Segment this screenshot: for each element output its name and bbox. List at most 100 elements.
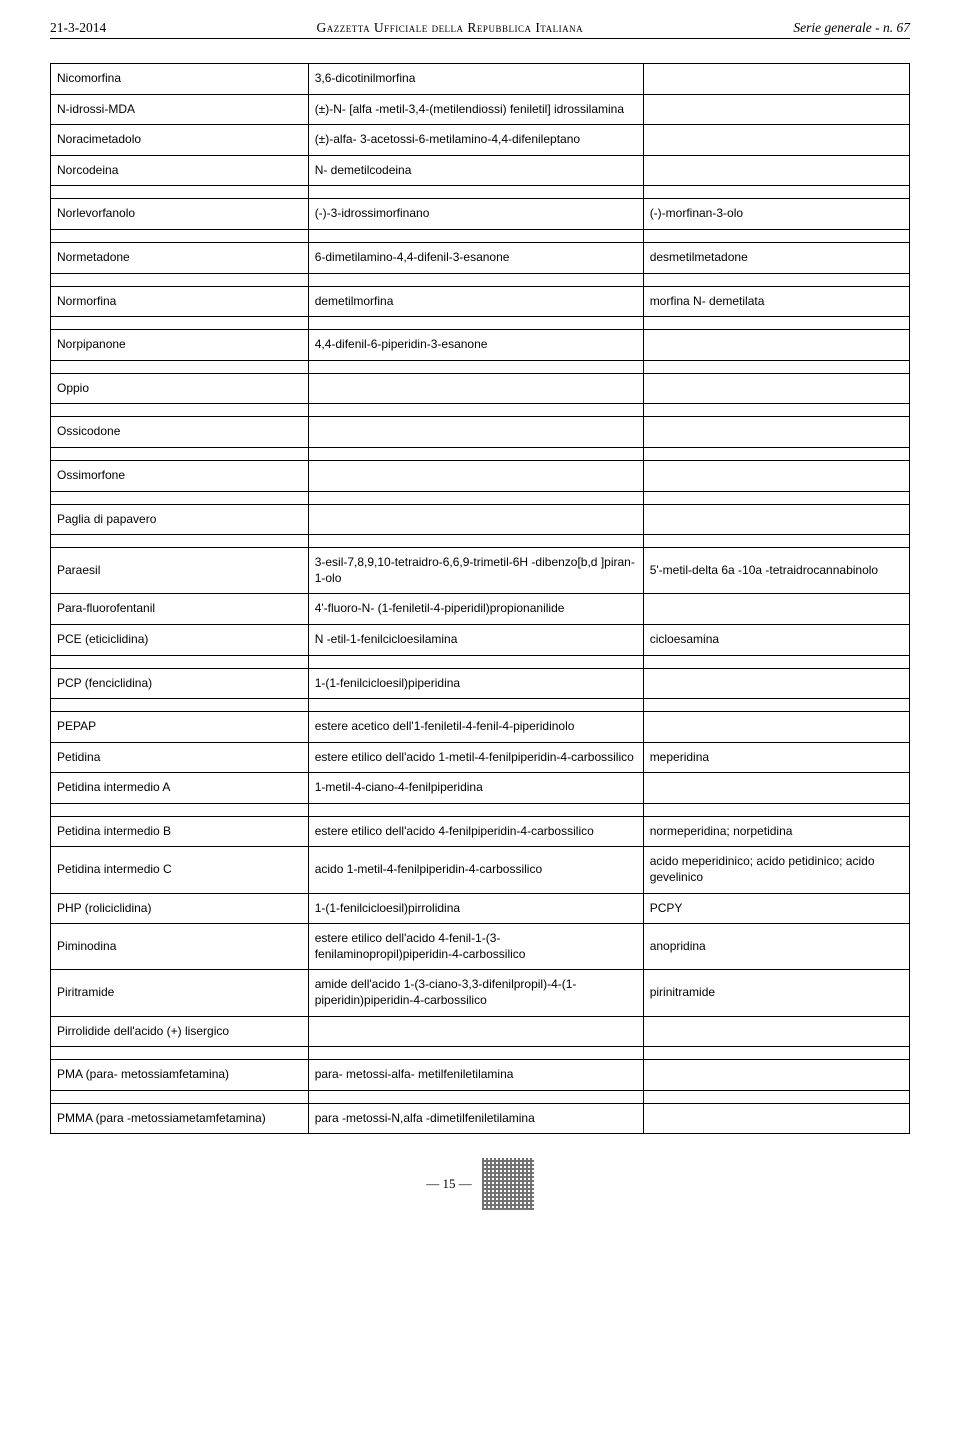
table-spacer (51, 1090, 910, 1103)
table-spacer (51, 803, 910, 816)
table-cell: estere etilico dell'acido 4-fenilpiperid… (308, 816, 643, 847)
table-spacer (51, 317, 910, 330)
table-cell: estere etilico dell'acido 1-metil-4-feni… (308, 742, 643, 773)
table-row: Noracimetadolo(±)-alfa- 3-acetossi-6-met… (51, 125, 910, 156)
table-cell: Ossicodone (51, 417, 309, 448)
table-cell: cicloesamina (643, 624, 909, 655)
table-cell: (±)-alfa- 3-acetossi-6-metilamino-4,4-di… (308, 125, 643, 156)
table-cell (643, 594, 909, 625)
table-cell: Piminodina (51, 924, 309, 970)
table-cell: Petidina (51, 742, 309, 773)
table-cell: N- demetilcodeina (308, 155, 643, 186)
table-row: Pirrolidide dell'acido (+) lisergico (51, 1016, 910, 1047)
table-spacer (51, 186, 910, 199)
table-cell: Norpipanone (51, 330, 309, 361)
table-cell: Paraesil (51, 548, 309, 594)
table-row: Paraesil3-esil-7,8,9,10-tetraidro-6,6,9-… (51, 548, 910, 594)
table-cell: (-)-morfinan-3-olo (643, 199, 909, 230)
table-row: PMMA (para -metossiametamfetamina)para -… (51, 1103, 910, 1134)
table-cell (643, 125, 909, 156)
table-cell: N-idrossi-MDA (51, 94, 309, 125)
table-cell (308, 417, 643, 448)
table-cell: 1-(1-fenilcicloesil)piperidina (308, 668, 643, 699)
table-spacer (51, 229, 910, 242)
header-title: Gazzetta Ufficiale della Repubblica Ital… (317, 20, 584, 36)
table-cell (643, 504, 909, 535)
table-cell (643, 155, 909, 186)
table-row: PHP (roliciclidina)1-(1-fenilcicloesil)p… (51, 893, 910, 924)
table-cell (643, 373, 909, 404)
table-row: Norpipanone4,4-difenil-6-piperidin-3-esa… (51, 330, 910, 361)
table-row: Norlevorfanolo(-)-3-idrossimorfinano(-)-… (51, 199, 910, 230)
page-header: 21-3-2014 Gazzetta Ufficiale della Repub… (50, 20, 910, 39)
table-row: PEPAPestere acetico dell'1-feniletil-4-f… (51, 712, 910, 743)
table-cell (643, 712, 909, 743)
table-cell: PCP (fenciclidina) (51, 668, 309, 699)
table-row: Paglia di papavero (51, 504, 910, 535)
table-cell: para- metossi-alfa- metilfeniletilamina (308, 1060, 643, 1091)
table-row: Petidina intermedio Bestere etilico dell… (51, 816, 910, 847)
table-spacer (51, 273, 910, 286)
table-cell: Paglia di papavero (51, 504, 309, 535)
table-cell: Piritramide (51, 970, 309, 1016)
table-cell: Petidina intermedio C (51, 847, 309, 893)
table-cell: Oppio (51, 373, 309, 404)
table-spacer (51, 360, 910, 373)
table-cell: desmetilmetadone (643, 242, 909, 273)
table-cell: 4,4-difenil-6-piperidin-3-esanone (308, 330, 643, 361)
table-cell: PCPY (643, 893, 909, 924)
table-cell: 3-esil-7,8,9,10-tetraidro-6,6,9-trimetil… (308, 548, 643, 594)
table-cell: para -metossi-N,alfa -dimetilfeniletilam… (308, 1103, 643, 1134)
table-cell: Normetadone (51, 242, 309, 273)
table-cell (308, 1016, 643, 1047)
table-cell: estere acetico dell'1-feniletil-4-fenil-… (308, 712, 643, 743)
table-cell: morfina N- demetilata (643, 286, 909, 317)
table-cell: amide dell'acido 1-(3-ciano-3,3-difenilp… (308, 970, 643, 1016)
table-cell: (-)-3-idrossimorfinano (308, 199, 643, 230)
table-cell (643, 330, 909, 361)
table-spacer (51, 447, 910, 460)
table-cell: demetilmorfina (308, 286, 643, 317)
table-cell: acido 1-metil-4-fenilpiperidin-4-carboss… (308, 847, 643, 893)
table-cell: Pirrolidide dell'acido (+) lisergico (51, 1016, 309, 1047)
table-row: NorcodeinaN- demetilcodeina (51, 155, 910, 186)
table-cell (643, 1016, 909, 1047)
table-cell: 5'-metil-delta 6a -10a -tetraidrocannabi… (643, 548, 909, 594)
table-cell: Nicomorfina (51, 64, 309, 95)
table-cell: meperidina (643, 742, 909, 773)
table-cell (643, 1060, 909, 1091)
table-spacer (51, 699, 910, 712)
table-cell: Normorfina (51, 286, 309, 317)
page-number: — 15 — (426, 1176, 472, 1192)
table-cell: PMA (para- metossiamfetamina) (51, 1060, 309, 1091)
table-cell: Ossimorfone (51, 460, 309, 491)
table-cell: Norlevorfanolo (51, 199, 309, 230)
table-row: Ossicodone (51, 417, 910, 448)
table-row: PCP (fenciclidina)1-(1-fenilcicloesil)pi… (51, 668, 910, 699)
table-cell (643, 94, 909, 125)
table-row: Piminodinaestere etilico dell'acido 4-fe… (51, 924, 910, 970)
table-cell: Petidina intermedio B (51, 816, 309, 847)
table-cell: PMMA (para -metossiametamfetamina) (51, 1103, 309, 1134)
table-cell (643, 460, 909, 491)
table-cell: pirinitramide (643, 970, 909, 1016)
table-row: Petidina intermedio Cacido 1-metil-4-fen… (51, 847, 910, 893)
table-cell: (±)-N- [alfa -metil-3,4-(metilendiossi) … (308, 94, 643, 125)
table-cell (643, 668, 909, 699)
table-cell (308, 373, 643, 404)
table-row: Normetadone6-dimetilamino-4,4-difenil-3-… (51, 242, 910, 273)
header-issue: Serie generale - n. 67 (793, 20, 910, 36)
table-spacer (51, 1047, 910, 1060)
table-row: N-idrossi-MDA(±)-N- [alfa -metil-3,4-(me… (51, 94, 910, 125)
table-cell: acido meperidinico; acido petidinico; ac… (643, 847, 909, 893)
table-cell (308, 504, 643, 535)
table-cell: estere etilico dell'acido 4-fenil-1-(3-f… (308, 924, 643, 970)
table-cell (643, 773, 909, 804)
table-cell (643, 1103, 909, 1134)
table-row: Oppio (51, 373, 910, 404)
table-cell: 3,6-dicotinilmorfina (308, 64, 643, 95)
table-cell (643, 417, 909, 448)
table-cell: normeperidina; norpetidina (643, 816, 909, 847)
table-spacer (51, 535, 910, 548)
page-footer: — 15 — (50, 1158, 910, 1210)
